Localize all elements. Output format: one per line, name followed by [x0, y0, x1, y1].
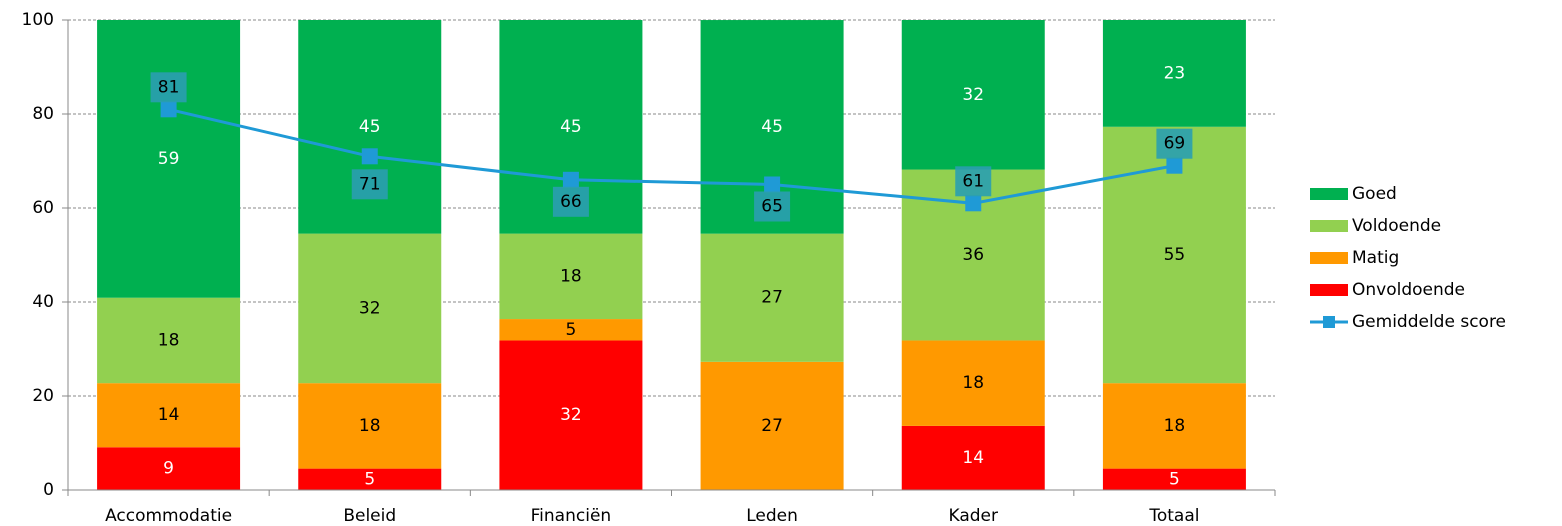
score-label-box	[150, 72, 187, 103]
data-label: 9	[163, 459, 174, 479]
y-tick-label: 60	[32, 198, 54, 218]
bar-segment	[901, 340, 1045, 426]
data-label: 32	[962, 85, 984, 105]
bar-segment	[499, 319, 643, 341]
legend-swatch	[1310, 220, 1348, 232]
legend-label: Voldoende	[1352, 216, 1441, 236]
bar-segment	[298, 468, 442, 490]
data-label: 5	[1169, 469, 1180, 489]
bar-segment	[901, 425, 1045, 490]
data-label: 18	[1164, 416, 1186, 436]
bar-segment	[499, 233, 643, 320]
score-label-box	[1156, 128, 1193, 159]
data-label: 32	[560, 405, 582, 425]
data-label: 27	[761, 288, 783, 308]
x-tick-label: Accommodatie	[105, 506, 232, 526]
data-label: 23	[1164, 63, 1186, 83]
data-label: 45	[359, 117, 381, 137]
score-label-box	[552, 186, 589, 217]
bar-segment	[700, 361, 844, 490]
score-line	[168, 107, 1175, 205]
score-marker	[1166, 157, 1183, 174]
x-tick-label: Beleid	[343, 506, 396, 526]
score-label-box	[351, 169, 388, 200]
bar-segment	[1102, 468, 1246, 490]
data-label: 14	[158, 405, 180, 425]
score-marker	[562, 171, 579, 188]
data-label: 27	[761, 416, 783, 436]
data-label: 55	[1164, 245, 1186, 265]
legend-label: Goed	[1352, 184, 1397, 204]
y-tick-label: 100	[22, 10, 54, 30]
y-tick-label: 20	[32, 386, 54, 406]
score-label-box	[955, 166, 992, 197]
bar-segment	[298, 383, 442, 469]
x-tick-label: Totaal	[1148, 506, 1199, 526]
data-label: 32	[359, 298, 381, 318]
data-label: 14	[962, 448, 984, 468]
score-marker	[361, 148, 378, 165]
bar-segment	[1102, 20, 1246, 127]
score-label: 66	[560, 192, 582, 212]
bar-segment	[499, 340, 643, 490]
data-label: 45	[761, 117, 783, 137]
legend-swatch	[1310, 188, 1348, 200]
score-marker	[764, 176, 781, 193]
score-label: 65	[761, 197, 783, 217]
y-tick-label: 0	[43, 480, 54, 500]
bar-segment	[298, 233, 442, 384]
legend-label: Onvoldoende	[1352, 280, 1465, 300]
x-tick-label: Financiën	[531, 506, 612, 526]
bar-segment	[97, 447, 241, 490]
legend-label: Matig	[1352, 248, 1399, 268]
score-marker	[160, 101, 177, 118]
data-label: 59	[158, 149, 180, 169]
y-tick-label: 40	[32, 292, 54, 312]
bar-segment	[97, 297, 241, 384]
data-label: 18	[158, 330, 180, 350]
data-label: 18	[359, 416, 381, 436]
score-label: 69	[1164, 134, 1186, 154]
data-label: 18	[560, 266, 582, 286]
score-label: 71	[359, 174, 381, 194]
legend-swatch	[1310, 284, 1348, 296]
legend-swatch	[1310, 252, 1348, 264]
bar-segment	[901, 20, 1045, 170]
data-label: 36	[962, 245, 984, 265]
y-tick-label: 80	[32, 104, 54, 124]
score-marker	[965, 195, 982, 212]
data-label: 45	[560, 117, 582, 137]
legend-marker	[1323, 316, 1335, 328]
bar-segment	[700, 233, 844, 362]
bar-segment	[97, 383, 241, 448]
x-tick-label: Leden	[746, 506, 798, 526]
data-label: 5	[364, 469, 375, 489]
score-label: 61	[962, 171, 984, 191]
x-tick-label: Kader	[948, 506, 998, 526]
data-label: 5	[566, 320, 577, 340]
bar-segment	[97, 20, 241, 298]
bar-segment	[1102, 383, 1246, 469]
score-label-box	[754, 191, 791, 222]
data-label: 18	[962, 373, 984, 393]
legend-label: Gemiddelde score	[1352, 312, 1506, 332]
score-label: 81	[158, 77, 180, 97]
